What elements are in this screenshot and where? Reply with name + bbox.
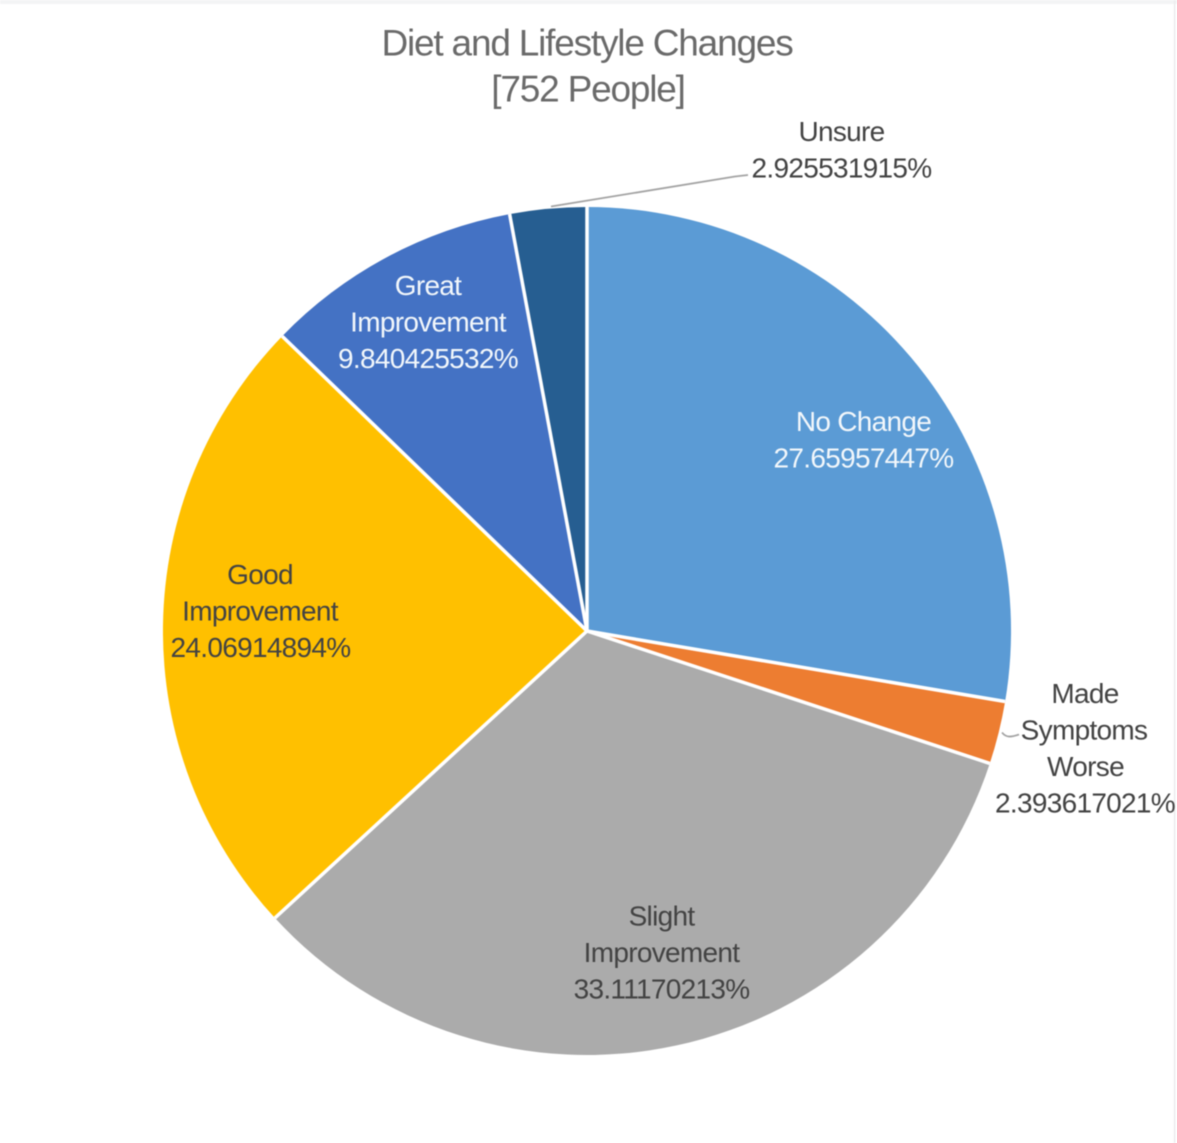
svg-text:No Change: No Change — [796, 406, 931, 437]
svg-text:24.06914894%: 24.06914894% — [171, 632, 351, 663]
svg-text:[752 People]: [752 People] — [491, 69, 684, 110]
svg-text:Great: Great — [395, 270, 462, 301]
svg-text:Worse: Worse — [1047, 751, 1124, 782]
svg-text:33.11170213%: 33.11170213% — [574, 974, 750, 1005]
svg-text:Symptoms: Symptoms — [1021, 715, 1148, 746]
svg-text:Good: Good — [227, 559, 293, 590]
svg-text:2.393617021%: 2.393617021% — [995, 788, 1175, 819]
svg-text:Made: Made — [1051, 678, 1118, 709]
svg-text:27.65957447%: 27.65957447% — [774, 443, 954, 474]
svg-text:Diet and Lifestyle Changes: Diet and Lifestyle Changes — [381, 23, 793, 64]
svg-text:Improvement: Improvement — [182, 596, 339, 627]
svg-text:Improvement: Improvement — [584, 937, 741, 968]
svg-text:Unsure: Unsure — [798, 116, 884, 147]
svg-text:Improvement: Improvement — [350, 307, 507, 338]
svg-text:2.925531915%: 2.925531915% — [752, 153, 932, 184]
svg-text:Slight: Slight — [629, 901, 696, 932]
svg-text:9.840425532%: 9.840425532% — [338, 343, 518, 374]
